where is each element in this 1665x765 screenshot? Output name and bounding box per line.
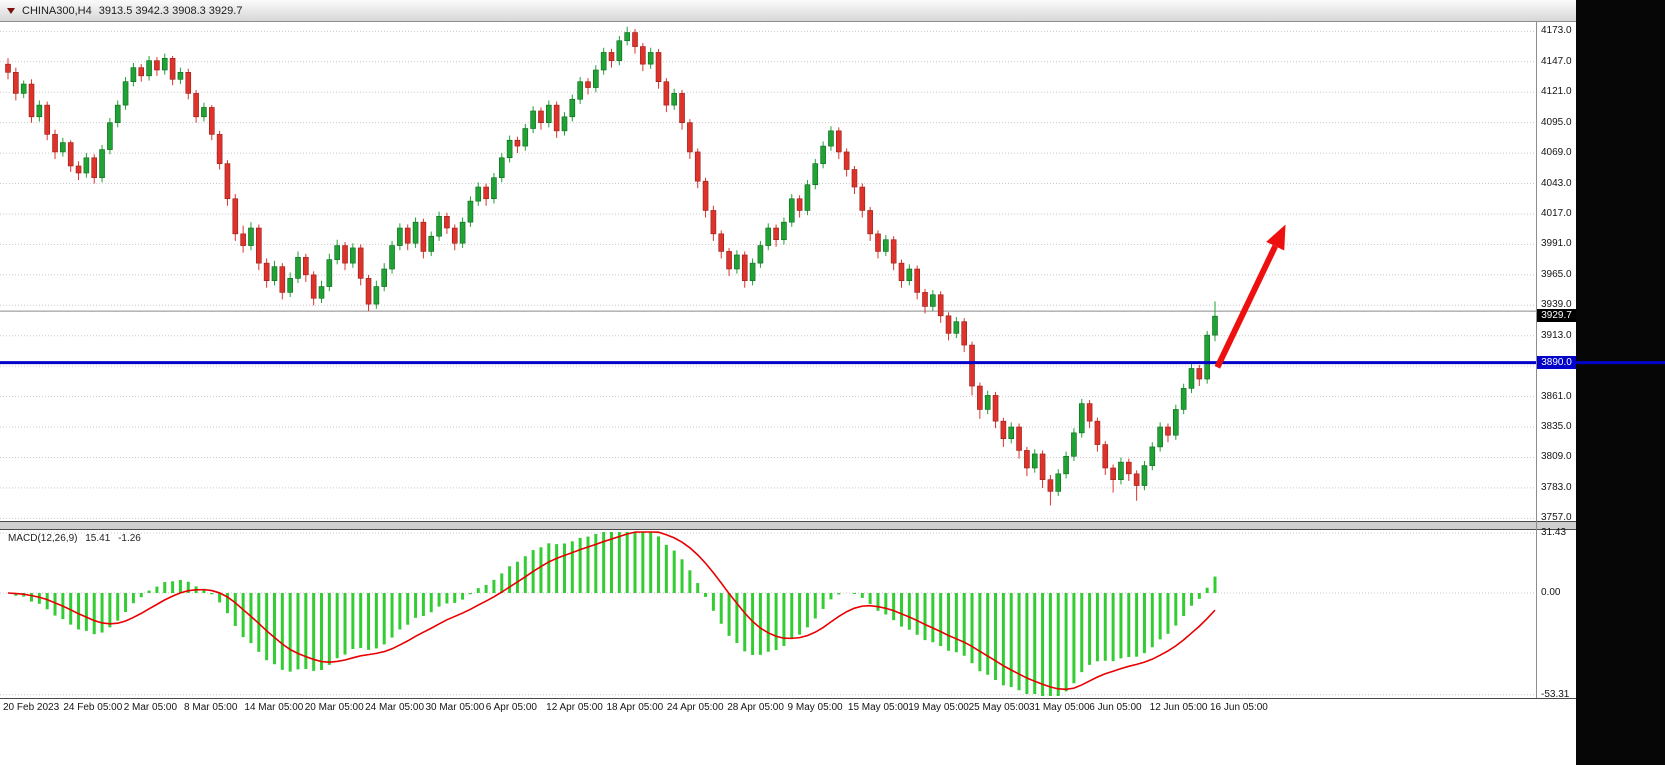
- panel-splitter[interactable]: [0, 521, 1576, 530]
- indicator-bottom-border: [0, 698, 1576, 699]
- macd-name: MACD(12,26,9): [8, 533, 78, 544]
- chart-window-titlebar[interactable]: CHINA300,H4 3913.5 3942.3 3908.3 3929.7: [0, 0, 1576, 22]
- bid-price-tag: 3929.7: [1537, 309, 1576, 323]
- macd-histogram: [14, 532, 1217, 696]
- macd-signal-value: -1.26: [118, 533, 141, 544]
- price-axis-border-line: [1536, 22, 1537, 698]
- candlestick-series: [5, 26, 1218, 506]
- chart-ohlc-readout: 3913.5 3942.3 3908.3 3929.7: [98, 4, 243, 17]
- right-black-strip: [1576, 0, 1665, 765]
- trend-arrow: [1214, 224, 1286, 369]
- price-gridlines: [0, 30, 1536, 519]
- macd-indicator-label: MACD(12,26,9) 15.41 -1.26: [8, 533, 146, 544]
- hline-price-tag: 3890.0: [1537, 355, 1576, 369]
- macd-signal-line: [7, 531, 1216, 691]
- chart-symbol-title: CHINA300,H4: [22, 4, 92, 17]
- macd-main-value: 15.41: [85, 533, 111, 544]
- chart-symbol-icon: [7, 7, 15, 14]
